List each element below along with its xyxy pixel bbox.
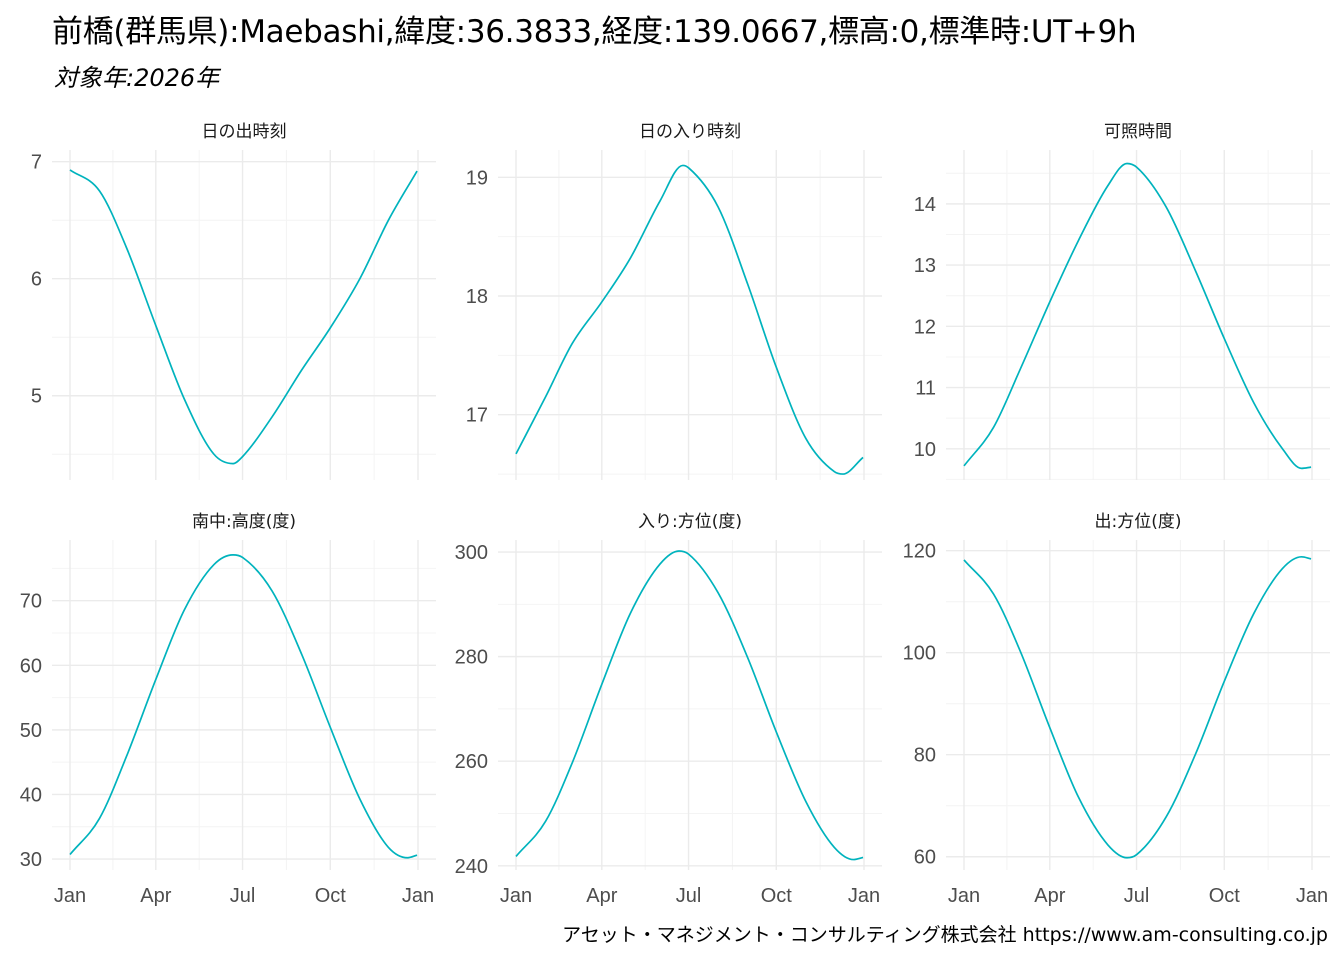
y-tick-label: 10 (914, 439, 936, 461)
y-tick-label: 11 (915, 378, 936, 400)
panel-4: 30 40 50 60 70 Jan Apr Jul Oct Jan 南中:高度(度) (20, 512, 436, 907)
y-tick-label: 240 (455, 856, 488, 878)
y-tick-label: 14 (914, 194, 936, 216)
facet-label: 可照時間 (1104, 122, 1172, 142)
y-tick-label: 60 (20, 655, 42, 677)
series-line (515, 164, 864, 475)
y-tick-label: 12 (914, 316, 936, 338)
y-tick-label: 6 (31, 269, 42, 291)
panel-5: 240 260 280 300 Jan Apr Jul Oct Jan 入り:方位(度) (455, 512, 882, 907)
x-tick-label: Jul (230, 885, 256, 907)
facet-label: 日の出時刻 (202, 122, 287, 142)
x-tick-label: Oct (315, 885, 347, 907)
series-line (69, 169, 418, 465)
x-tick-label: Jul (1124, 885, 1150, 907)
y-tick-label: 80 (914, 745, 936, 767)
x-tick-label: Apr (140, 885, 171, 907)
chart-caption: アセット・マネジメント・コンサルティング株式会社 https://www.am-… (562, 924, 1328, 946)
chart-subtitle: 対象年:2026年 (54, 64, 220, 92)
series-line (69, 554, 418, 859)
y-tick-label: 7 (31, 152, 42, 174)
panel-2: 17 18 19 日の入り時刻 (466, 122, 882, 480)
y-tick-label: 300 (455, 542, 488, 564)
y-tick-label: 5 (31, 386, 42, 408)
y-tick-label: 18 (466, 286, 488, 308)
x-tick-label: Jan (848, 885, 880, 907)
y-tick-label: 120 (903, 541, 936, 563)
series-line (515, 550, 864, 861)
x-tick-label: Jan (1296, 885, 1328, 907)
y-tick-label: 40 (20, 784, 42, 806)
panel-6: 60 80 100 120 Jan Apr Jul Oct Jan 出:方位(度) (903, 512, 1330, 907)
series-line (963, 555, 1312, 859)
x-tick-label: Oct (1209, 885, 1241, 907)
y-tick-label: 19 (466, 167, 488, 189)
y-tick-label: 70 (20, 591, 42, 613)
facet-label: 出:方位(度) (1095, 512, 1182, 532)
y-tick-label: 100 (903, 643, 936, 665)
x-tick-label: Jan (500, 885, 532, 907)
x-tick-label: Jan (54, 885, 86, 907)
x-tick-label: Apr (586, 885, 617, 907)
y-tick-label: 30 (20, 849, 42, 871)
y-tick-label: 13 (914, 255, 936, 277)
panel-1: 5 6 7 日の出時刻 (31, 122, 436, 480)
x-tick-label: Apr (1034, 885, 1065, 907)
facet-label: 入り:方位(度) (638, 512, 742, 532)
y-tick-label: 260 (455, 751, 488, 773)
y-tick-label: 280 (455, 647, 488, 669)
series-line (963, 162, 1312, 470)
y-tick-label: 50 (20, 720, 42, 742)
x-tick-label: Jul (676, 885, 702, 907)
facet-label: 日の入り時刻 (639, 122, 741, 142)
y-tick-label: 60 (914, 847, 936, 869)
facet-label: 南中:高度(度) (192, 512, 296, 532)
chart-title: 前橋(群馬県):Maebashi,緯度:36.3833,経度:139.0667,… (52, 14, 1137, 50)
x-tick-label: Jan (948, 885, 980, 907)
x-tick-label: Jan (402, 885, 434, 907)
y-tick-label: 17 (466, 405, 488, 427)
x-tick-label: Oct (761, 885, 793, 907)
panel-3: 10 11 12 13 14 可照時間 (914, 122, 1330, 480)
